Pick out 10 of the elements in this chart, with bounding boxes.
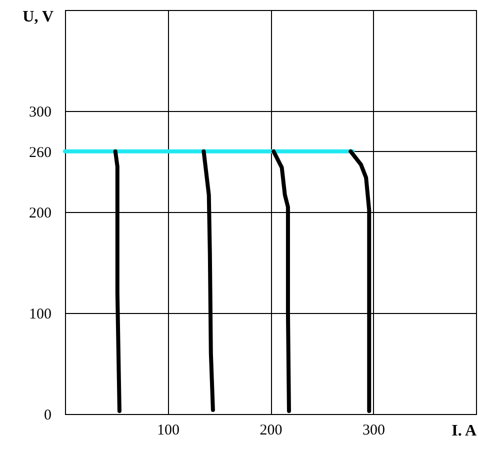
y-axis-title: U, V — [22, 8, 54, 26]
y-tick-label: 200 — [29, 206, 52, 222]
x-tick-label: 100 — [157, 422, 180, 438]
x-tick-label: 300 — [362, 422, 385, 438]
y-tick-label: 100 — [29, 306, 52, 322]
y-tick-label: 0 — [44, 408, 52, 424]
x-axis-title: I. A — [452, 422, 477, 440]
x-tick-label: 200 — [260, 422, 282, 438]
y-tick-label: 300 — [29, 104, 52, 120]
y-tick-label: 260 — [29, 144, 52, 161]
